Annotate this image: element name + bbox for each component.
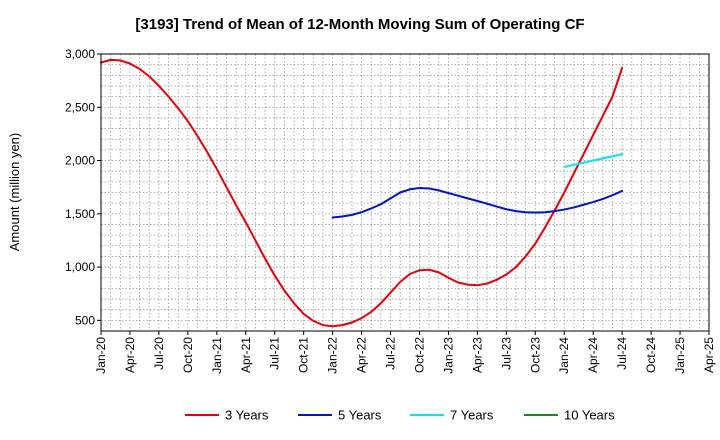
legend-label-3-years: 3 Years bbox=[225, 408, 269, 423]
x-tick-label: Oct-24 bbox=[644, 337, 658, 373]
plot-frame bbox=[100, 53, 710, 332]
x-tick-label: Apr-20 bbox=[123, 337, 137, 373]
x-tick-label: Jan-21 bbox=[210, 337, 224, 374]
x-tick-label: Apr-25 bbox=[702, 337, 716, 373]
y-axis-ticks: 500 1,000 1,500 2,000 2,500 3,000 bbox=[65, 47, 101, 327]
legend: 3 Years 5 Years 7 Years 10 Years bbox=[185, 408, 615, 423]
series-line-7-years bbox=[563, 153, 624, 168]
x-tick-label: Jul-23 bbox=[499, 337, 513, 370]
x-tick-label: Jul-24 bbox=[615, 337, 629, 370]
y-tick-label: 1,000 bbox=[65, 260, 95, 274]
x-tick-label: Jan-25 bbox=[673, 337, 687, 374]
x-tick-label: Apr-22 bbox=[355, 337, 369, 373]
x-tick-label: Jan-22 bbox=[326, 337, 340, 374]
x-tick-label: Jul-20 bbox=[152, 337, 166, 370]
y-tick-label: 2,500 bbox=[65, 100, 95, 114]
x-tick-label: Oct-22 bbox=[412, 337, 426, 373]
x-tick-label: Apr-24 bbox=[586, 337, 600, 373]
x-tick-label: Jul-21 bbox=[268, 337, 282, 370]
x-tick-label: Oct-21 bbox=[297, 337, 311, 373]
legend-label-7-years: 7 Years bbox=[450, 408, 494, 423]
x-tick-label: Oct-20 bbox=[181, 337, 195, 373]
legend-label-10-years: 10 Years bbox=[564, 408, 615, 423]
x-tick-label: Jan-24 bbox=[557, 337, 571, 374]
y-axis-label: Amount (million yen) bbox=[7, 133, 22, 252]
y-tick-label: 3,000 bbox=[65, 47, 95, 61]
series-line-5-years bbox=[331, 187, 624, 219]
x-tick-label: Jan-20 bbox=[94, 337, 108, 374]
chart-title: [3193] Trend of Mean of 12-Month Moving … bbox=[135, 16, 584, 33]
x-tick-label: Apr-21 bbox=[239, 337, 253, 373]
y-tick-label: 2,000 bbox=[65, 154, 95, 168]
x-tick-label: Apr-23 bbox=[470, 337, 484, 373]
x-tick-label: Jul-22 bbox=[384, 337, 398, 370]
x-axis-ticks: Jan-20 Apr-20 Jul-20 Oct-20 Jan-21 Apr-21 Jul-… bbox=[94, 331, 716, 374]
y-tick-label: 1,500 bbox=[65, 207, 95, 221]
x-tick-label: Jan-23 bbox=[441, 337, 455, 374]
x-tick-label: Oct-23 bbox=[528, 337, 542, 373]
legend-label-5-years: 5 Years bbox=[338, 408, 382, 423]
grid bbox=[100, 53, 710, 331]
y-tick-label: 500 bbox=[75, 313, 95, 327]
series-line-3-years bbox=[100, 58, 624, 328]
series-lines bbox=[100, 58, 624, 328]
